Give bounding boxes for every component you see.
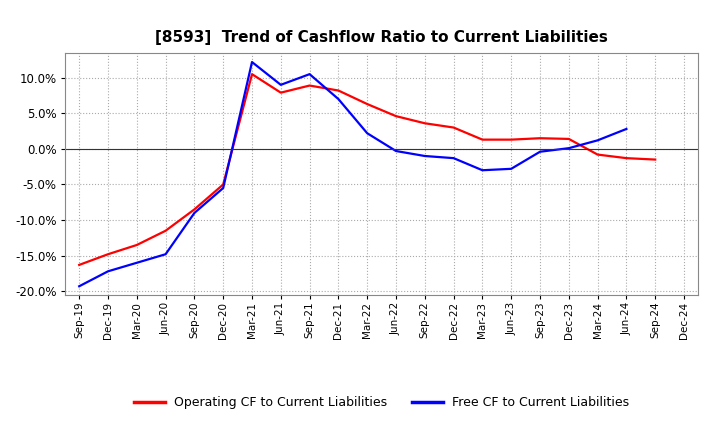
Operating CF to Current Liabilities xyxy=(564,136,573,142)
Operating CF to Current Liabilities xyxy=(190,207,199,212)
Line: Free CF to Current Liabilities: Free CF to Current Liabilities xyxy=(79,62,626,286)
Free CF to Current Liabilities xyxy=(478,168,487,173)
Title: [8593]  Trend of Cashflow Ratio to Current Liabilities: [8593] Trend of Cashflow Ratio to Curren… xyxy=(156,29,608,45)
Free CF to Current Liabilities xyxy=(593,138,602,143)
Free CF to Current Liabilities xyxy=(248,59,256,65)
Operating CF to Current Liabilities xyxy=(161,228,170,233)
Free CF to Current Liabilities xyxy=(75,284,84,289)
Free CF to Current Liabilities xyxy=(363,131,372,136)
Operating CF to Current Liabilities xyxy=(219,182,228,187)
Operating CF to Current Liabilities xyxy=(305,83,314,88)
Free CF to Current Liabilities xyxy=(449,155,458,161)
Operating CF to Current Liabilities xyxy=(593,152,602,157)
Operating CF to Current Liabilities xyxy=(104,252,112,257)
Operating CF to Current Liabilities xyxy=(478,137,487,142)
Free CF to Current Liabilities xyxy=(190,210,199,216)
Free CF to Current Liabilities xyxy=(564,146,573,151)
Operating CF to Current Liabilities xyxy=(248,72,256,77)
Operating CF to Current Liabilities xyxy=(651,157,660,162)
Free CF to Current Liabilities xyxy=(161,252,170,257)
Free CF to Current Liabilities xyxy=(305,72,314,77)
Operating CF to Current Liabilities xyxy=(536,136,544,141)
Free CF to Current Liabilities xyxy=(104,269,112,274)
Operating CF to Current Liabilities xyxy=(449,125,458,130)
Operating CF to Current Liabilities xyxy=(132,242,141,248)
Free CF to Current Liabilities xyxy=(334,96,343,102)
Free CF to Current Liabilities xyxy=(536,149,544,154)
Free CF to Current Liabilities xyxy=(392,148,400,154)
Free CF to Current Liabilities xyxy=(622,126,631,132)
Free CF to Current Liabilities xyxy=(219,185,228,191)
Legend: Operating CF to Current Liabilities, Free CF to Current Liabilities: Operating CF to Current Liabilities, Fre… xyxy=(129,392,634,414)
Operating CF to Current Liabilities xyxy=(363,101,372,106)
Operating CF to Current Liabilities xyxy=(507,137,516,142)
Operating CF to Current Liabilities xyxy=(622,155,631,161)
Free CF to Current Liabilities xyxy=(420,154,429,159)
Free CF to Current Liabilities xyxy=(507,166,516,172)
Operating CF to Current Liabilities xyxy=(334,88,343,93)
Operating CF to Current Liabilities xyxy=(420,121,429,126)
Operating CF to Current Liabilities xyxy=(392,114,400,119)
Free CF to Current Liabilities xyxy=(276,82,285,88)
Line: Operating CF to Current Liabilities: Operating CF to Current Liabilities xyxy=(79,74,655,265)
Free CF to Current Liabilities xyxy=(132,260,141,265)
Operating CF to Current Liabilities xyxy=(276,90,285,95)
Operating CF to Current Liabilities xyxy=(75,262,84,268)
